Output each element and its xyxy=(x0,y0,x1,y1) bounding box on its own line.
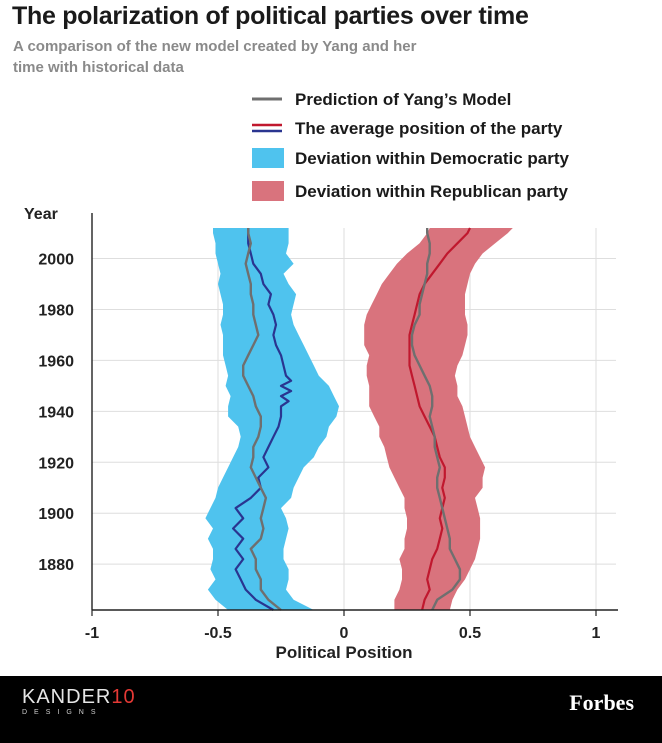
chart-title: The polarization of political parties ov… xyxy=(12,2,529,30)
kander-logo-name: KANDER xyxy=(22,686,112,708)
legend-republican-swatch xyxy=(252,181,284,201)
x-tick-label: 1 xyxy=(592,625,601,642)
legend-label: The average position of the party xyxy=(295,119,563,138)
forbes-logo: Forbes xyxy=(569,690,634,715)
axes: -1 -0.5 0 0.5 1 1880 1900 1920 1940 1960 1980 2000 Y… xyxy=(24,206,618,662)
x-tick-label: -0.5 xyxy=(204,625,232,642)
legend-label: Deviation within Republican party xyxy=(295,182,569,201)
democratic-deviation-band xyxy=(205,228,339,610)
deviation-bands xyxy=(205,228,513,610)
x-tick-label: 0 xyxy=(340,625,349,642)
chart-subtitle: A comparison of the new model created by… xyxy=(13,38,417,76)
legend-label: Prediction of Yang’s Model xyxy=(295,90,511,109)
y-axis-title: Year xyxy=(24,206,58,223)
y-tick-label: 1960 xyxy=(38,353,74,370)
democratic-average-line xyxy=(232,228,293,611)
kander-logo-number: 10 xyxy=(111,686,136,708)
kander-logo: KANDER10 DESIGNS xyxy=(22,687,136,716)
y-tick-label: 1920 xyxy=(38,455,74,472)
legend-democratic-swatch xyxy=(252,148,284,168)
model-prediction-rep-line xyxy=(410,228,462,611)
footer-bar: KANDER10 DESIGNS Forbes xyxy=(0,676,662,743)
y-tick-label: 1880 xyxy=(38,557,74,574)
grid-lines xyxy=(92,228,616,610)
y-tick-label: 2000 xyxy=(38,252,74,269)
kander-logo-subtitle: DESIGNS xyxy=(22,709,103,716)
x-axis-title: Political Position xyxy=(276,643,413,662)
x-tick-label: 0.5 xyxy=(459,625,481,642)
y-tick-label: 1940 xyxy=(38,404,74,421)
polarization-chart: -1 -0.5 0 0.5 1 1880 1900 1920 1940 1960 1980 2000 Y… xyxy=(24,90,618,662)
y-tick-label: 1900 xyxy=(38,506,74,523)
y-tick-label: 1980 xyxy=(38,302,74,319)
legend: Prediction of Yang’s Model The average po… xyxy=(252,90,569,201)
legend-label: Deviation within Democratic party xyxy=(295,149,569,168)
model-prediction-dem-line xyxy=(241,228,282,611)
series-lines xyxy=(232,227,471,611)
republican-deviation-band xyxy=(364,228,513,610)
x-tick-label: -1 xyxy=(85,625,99,642)
